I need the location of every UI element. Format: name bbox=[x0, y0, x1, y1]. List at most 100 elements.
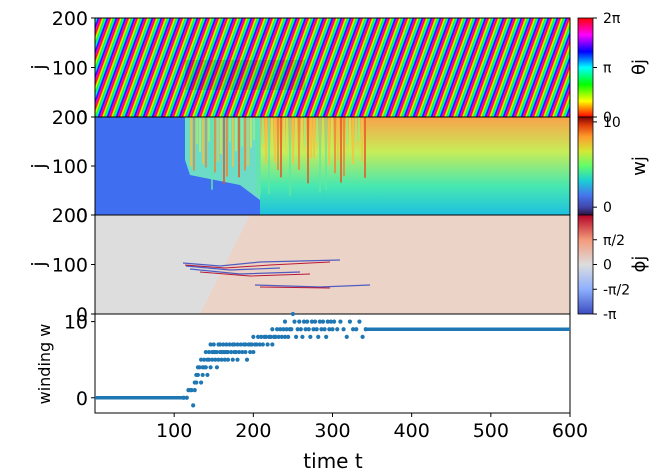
winding-point bbox=[195, 372, 201, 378]
winding-point bbox=[335, 327, 340, 332]
winding-point bbox=[278, 327, 283, 332]
winding-point bbox=[249, 342, 254, 347]
winding-panel bbox=[94, 311, 571, 414]
winding-point bbox=[306, 327, 311, 332]
phi-colorbar-label: ϕj bbox=[629, 256, 650, 273]
winding-xtick-label: 400 bbox=[394, 420, 430, 442]
winding-point bbox=[219, 357, 224, 362]
winding-point bbox=[279, 334, 284, 339]
winding-point bbox=[286, 334, 291, 339]
winding-point bbox=[251, 334, 256, 339]
winding-point bbox=[293, 334, 299, 339]
winding-point bbox=[251, 349, 256, 355]
winding-point bbox=[208, 365, 213, 370]
winding-point bbox=[281, 327, 286, 332]
winding-point bbox=[254, 342, 259, 347]
winding-point bbox=[227, 342, 232, 347]
winding-point bbox=[350, 327, 356, 332]
winding-point bbox=[292, 319, 297, 324]
phi-ylabel: j bbox=[28, 261, 50, 267]
winding-point bbox=[205, 372, 210, 378]
winding-point bbox=[221, 342, 226, 347]
winding-point bbox=[273, 334, 278, 339]
winding-point bbox=[311, 327, 316, 332]
phi-panel bbox=[94, 214, 571, 315]
winding-point bbox=[194, 380, 199, 385]
winding-point bbox=[341, 327, 346, 332]
winding-point bbox=[200, 372, 205, 378]
winding-point bbox=[214, 365, 220, 370]
winding-point bbox=[276, 334, 281, 339]
winding-point bbox=[217, 342, 223, 347]
winding-point bbox=[270, 327, 275, 332]
theta-heatmap bbox=[95, 18, 570, 117]
winding-point bbox=[189, 388, 194, 393]
theta-ylabel: j bbox=[28, 64, 50, 70]
winding-point bbox=[184, 395, 189, 400]
winding-point bbox=[206, 349, 212, 355]
winding-point bbox=[255, 334, 261, 339]
heatmap-ytick-label: 100 bbox=[52, 255, 88, 277]
winding-point bbox=[265, 342, 270, 347]
winding-point bbox=[324, 334, 329, 339]
winding-point bbox=[308, 334, 313, 339]
winding-point bbox=[347, 319, 353, 324]
winding-xtick-label: 100 bbox=[156, 420, 192, 442]
winding-point bbox=[317, 319, 322, 324]
winding-point bbox=[210, 357, 215, 362]
winding-point bbox=[235, 342, 240, 347]
winding-ylabel: winding w bbox=[35, 324, 54, 405]
winding-point bbox=[282, 319, 288, 324]
theta-panel bbox=[94, 17, 571, 118]
theta-colorbar-label: θj bbox=[629, 59, 650, 75]
winding-xtick-label: 300 bbox=[314, 420, 350, 442]
winding-point bbox=[305, 319, 310, 324]
heatmap-ytick-label: 200 bbox=[52, 8, 88, 30]
winding-point bbox=[354, 327, 359, 332]
winding-xtick-label: 600 bbox=[552, 420, 588, 442]
w-colorbar-label: wj bbox=[629, 156, 650, 176]
winding-point bbox=[243, 342, 248, 347]
winding-point bbox=[331, 319, 337, 324]
winding-xtick-label: 200 bbox=[235, 420, 271, 442]
winding-point bbox=[282, 334, 288, 339]
winding-point bbox=[260, 342, 265, 347]
winding-point bbox=[238, 342, 243, 347]
colorbar-tick-label: π/2 bbox=[603, 233, 625, 249]
winding-point bbox=[357, 319, 362, 324]
w-panel bbox=[94, 116, 571, 216]
winding-point bbox=[230, 357, 235, 362]
winding-point bbox=[363, 327, 368, 332]
winding-point bbox=[330, 327, 335, 332]
winding-point bbox=[203, 349, 208, 355]
winding-point bbox=[312, 319, 318, 324]
winding-point bbox=[259, 334, 264, 339]
winding-point bbox=[290, 311, 296, 317]
winding-point bbox=[319, 327, 324, 332]
winding-point bbox=[240, 349, 245, 355]
winding-point bbox=[263, 334, 269, 339]
winding-point bbox=[213, 357, 218, 362]
colorbar-tick-label: π bbox=[603, 61, 612, 77]
heatmap-ytick-label: 200 bbox=[52, 205, 88, 227]
winding-point bbox=[192, 388, 197, 393]
theta-colorbar: θj bbox=[577, 17, 650, 118]
winding-xtick-label: 500 bbox=[473, 420, 509, 442]
heatmap-ytick-label: 0 bbox=[76, 304, 88, 326]
winding-point bbox=[327, 327, 332, 332]
winding-point bbox=[297, 319, 302, 324]
colorbar-tick-label: -π bbox=[603, 307, 617, 323]
winding-point bbox=[191, 403, 196, 408]
winding-point bbox=[233, 349, 239, 355]
winding-ytick-label: 10 bbox=[64, 312, 88, 334]
w-ylabel: j bbox=[28, 163, 50, 169]
winding-point bbox=[295, 327, 300, 332]
colorbar-tick-label: 2π bbox=[603, 11, 621, 27]
winding-point bbox=[328, 319, 334, 324]
winding-point bbox=[284, 327, 289, 332]
winding-ytick-label: 0 bbox=[76, 388, 88, 410]
winding-point bbox=[325, 319, 330, 324]
colorbar-tick-label: 0 bbox=[603, 200, 612, 216]
winding-point bbox=[301, 319, 307, 324]
